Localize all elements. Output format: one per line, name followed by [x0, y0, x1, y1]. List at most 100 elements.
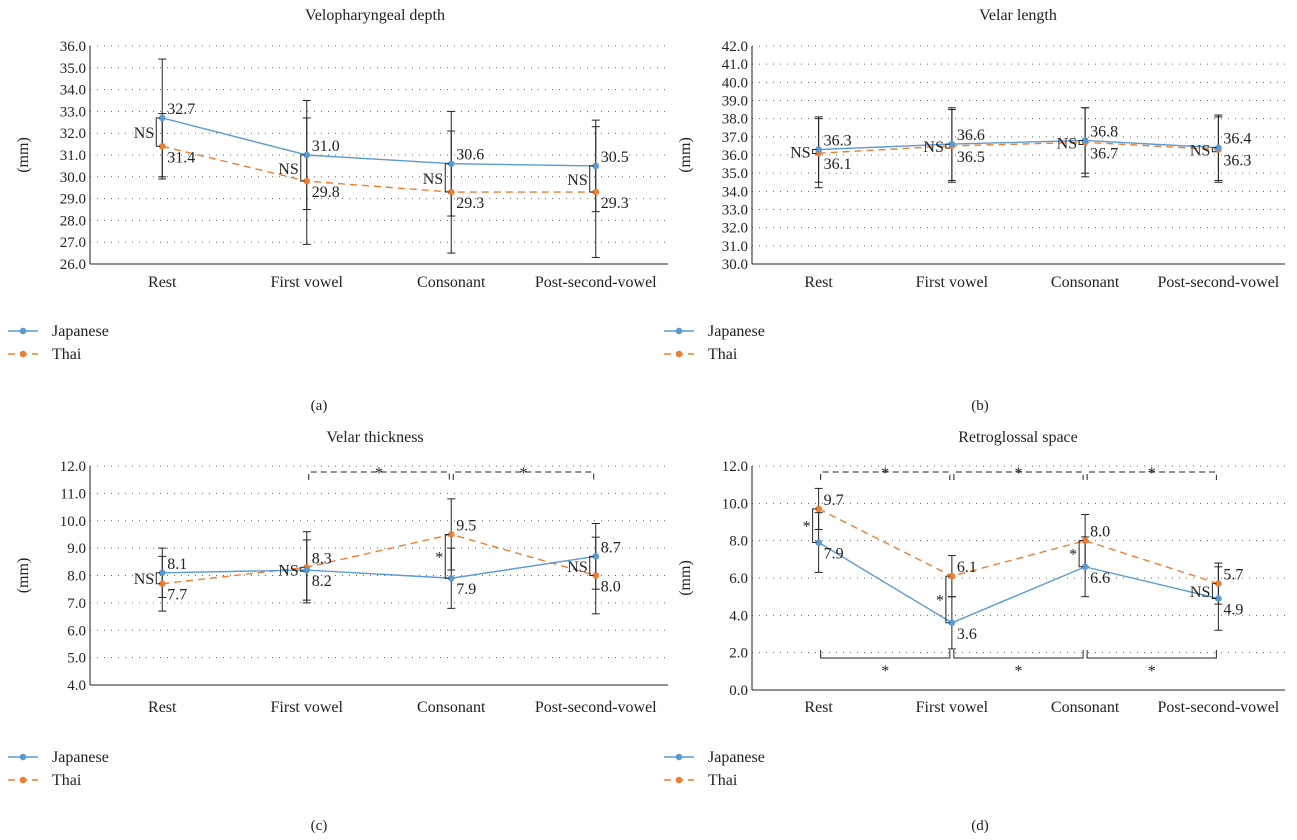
- significance-label: NS: [567, 172, 587, 189]
- x-tick-label: First vowel: [916, 699, 989, 716]
- y-tick-label: 33.0: [60, 104, 86, 120]
- data-label: 31.4: [167, 149, 195, 166]
- significance-label: NS: [423, 171, 443, 188]
- y-tick-label: 30.0: [60, 170, 86, 186]
- y-tick-label: 10.0: [60, 514, 86, 530]
- pairwise-label: *: [881, 663, 889, 680]
- y-tick-label: 2.0: [729, 646, 748, 662]
- y-tick-label: 34.0: [60, 83, 86, 99]
- data-label: 36.3: [824, 133, 852, 150]
- significance-label: NS: [1190, 143, 1210, 160]
- series-line-japanese: [818, 541, 1219, 624]
- legend-marker-japanese: [19, 327, 27, 335]
- series-line-japanese: [162, 555, 596, 579]
- chart-title: Velopharyngeal depth: [305, 7, 445, 24]
- data-point-japanese: [447, 574, 455, 582]
- y-tick-label: 7.0: [67, 596, 86, 612]
- data-label: 3.6: [957, 626, 977, 643]
- chart-panel-a: Velopharyngeal depth 26.0 27.0 28.0 29.0 30.0…: [8, 7, 668, 414]
- data-point-japanese: [303, 151, 311, 159]
- data-point-thai: [1081, 537, 1089, 544]
- data-label: 7.9: [824, 546, 844, 563]
- y-tick-label: 4.0: [67, 678, 86, 694]
- y-tick-label: 28.0: [60, 213, 86, 229]
- y-tick-label: 42.0: [722, 39, 748, 55]
- data-point-japanese: [815, 539, 822, 546]
- significance-bracket: [1211, 147, 1217, 153]
- pairwise-bracket-japanese: [1086, 650, 1217, 659]
- legend-label: Japanese: [708, 323, 765, 340]
- data-point-japanese: [158, 114, 166, 122]
- significance-bracket: [589, 165, 594, 193]
- data-point-japanese: [1081, 137, 1089, 144]
- y-tick-label: 8.0: [729, 534, 748, 550]
- significance-bracket: [444, 163, 450, 193]
- y-tick-label: 32.0: [722, 221, 748, 237]
- y-axis-label: (mm): [15, 558, 32, 594]
- x-tick-label: Post-second-vowel: [535, 274, 657, 291]
- series-line-thai: [818, 508, 1219, 585]
- significance-bracket: [1211, 583, 1217, 600]
- data-label: 9.5: [456, 517, 476, 534]
- x-tick-label: First vowel: [916, 274, 989, 291]
- pairwise-label: *: [1148, 663, 1156, 680]
- significance-label: *: [435, 549, 443, 566]
- y-tick-label: 41.0: [722, 57, 748, 73]
- legend-marker-japanese: [675, 327, 683, 335]
- y-tick-label: 6.0: [67, 623, 86, 639]
- significance-bracket: [444, 533, 450, 579]
- chart-title: Velar thickness: [326, 429, 423, 446]
- y-tick-label: 9.0: [67, 541, 86, 557]
- legend-label: Japanese: [708, 749, 765, 766]
- pairwise-bracket-thai: [452, 471, 595, 480]
- legend-marker-thai: [19, 350, 27, 358]
- x-tick-label: Rest: [148, 699, 177, 716]
- data-label: 36.4: [1223, 131, 1251, 148]
- pairwise-bracket-japanese: [820, 650, 951, 659]
- series-line-thai: [162, 533, 596, 585]
- chart-panel-d: Retroglossal space 0.0 2.0 4.0 6.0 8.0 10.0 12.…: [664, 429, 1285, 834]
- legend-label: Thai: [52, 346, 82, 363]
- significance-label: NS: [278, 562, 298, 579]
- significance-bracket: [155, 572, 161, 585]
- significance-bracket: [300, 154, 305, 182]
- significance-bracket: [945, 143, 950, 149]
- data-label: 29.8: [312, 184, 340, 201]
- significance-label: NS: [790, 145, 810, 162]
- data-point-japanese: [158, 569, 166, 577]
- y-tick-label: 31.0: [60, 148, 86, 164]
- y-tick-label: 35.0: [722, 166, 748, 182]
- panel-label: (a): [311, 398, 328, 414]
- panel-label: (b): [971, 398, 989, 414]
- x-tick-label: Consonant: [417, 699, 486, 716]
- x-tick-label: Post-second-vowel: [1157, 274, 1279, 291]
- series-line-japanese: [818, 139, 1219, 151]
- pairwise-label: *: [1015, 663, 1023, 680]
- x-tick-label: First vowel: [271, 274, 344, 291]
- y-tick-label: 27.0: [60, 235, 86, 251]
- y-tick-label: 6.0: [729, 571, 748, 587]
- significance-bracket: [300, 566, 305, 572]
- pairwise-label: *: [881, 465, 889, 482]
- chart-panel-b: Velar length 30.0 31.0 32.0 33.0 34.0 35.0 36.0…: [664, 7, 1285, 414]
- data-point-japanese: [948, 140, 956, 148]
- legend-marker-thai: [675, 350, 683, 358]
- significance-label: NS: [134, 125, 154, 142]
- significance-bracket: [1078, 139, 1084, 145]
- significance-bracket: [589, 555, 594, 576]
- data-label: 4.9: [1223, 602, 1243, 619]
- data-point-thai: [158, 580, 166, 588]
- y-tick-label: 36.0: [722, 148, 748, 164]
- data-point-thai: [447, 531, 455, 538]
- data-label: 8.3: [312, 550, 332, 567]
- y-tick-label: 33.0: [722, 203, 748, 219]
- data-label: 8.1: [167, 556, 187, 573]
- legend-label: Thai: [52, 772, 82, 789]
- data-label: 5.7: [1223, 567, 1243, 584]
- significance-label: *: [1069, 547, 1077, 564]
- chart-title: Retroglossal space: [958, 429, 1078, 446]
- x-tick-label: Rest: [804, 699, 833, 716]
- data-point-japanese: [592, 553, 600, 560]
- legend-marker-japanese: [19, 753, 27, 761]
- data-label: 36.8: [1090, 123, 1118, 140]
